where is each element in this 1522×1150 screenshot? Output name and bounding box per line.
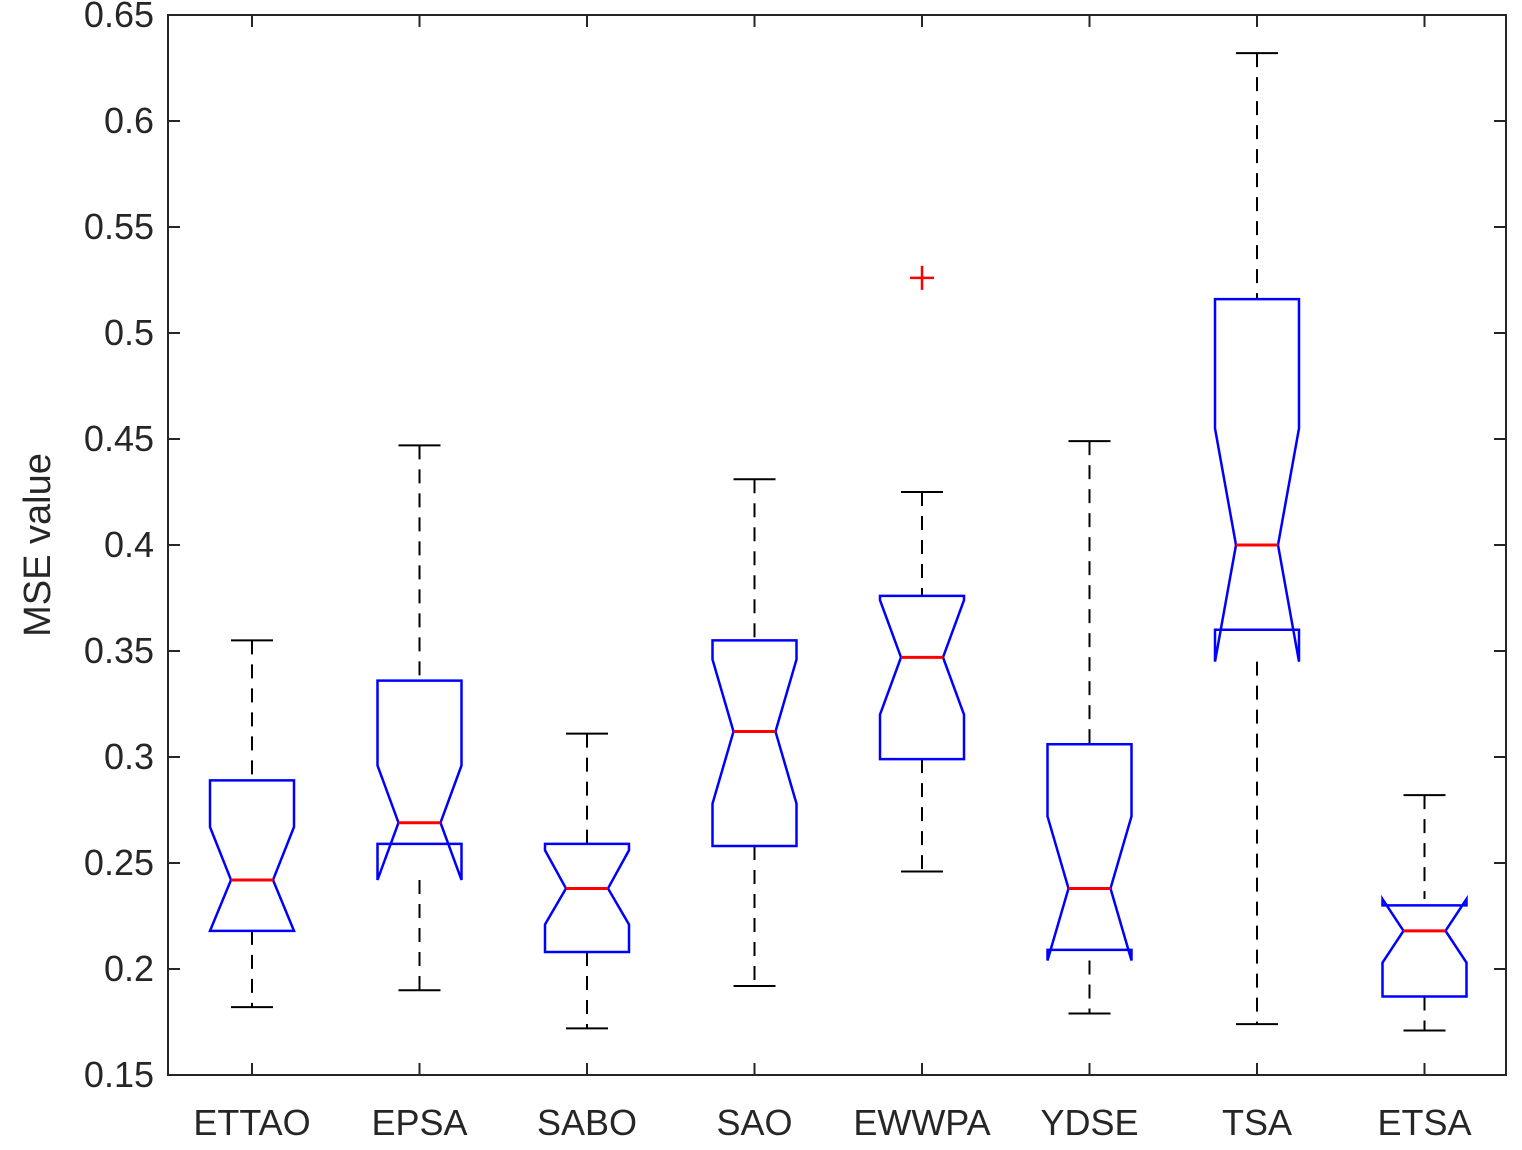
box-group-ettao [208, 639, 296, 1009]
box-body [878, 594, 966, 761]
box-group-sao [711, 478, 798, 987]
box-body [1213, 297, 1301, 662]
y-tick-label: 0.55 [84, 206, 154, 247]
y-tick-label: 0.6 [104, 100, 154, 141]
x-tick-label: SABO [537, 1102, 637, 1143]
box-group-tsa [1213, 52, 1301, 1026]
outlier-marker [910, 265, 934, 290]
box-body [711, 639, 798, 848]
box-group-ewwpa [878, 265, 966, 873]
x-tick-label: YDSE [1040, 1102, 1138, 1143]
x-tick-label: SAO [716, 1102, 792, 1143]
y-tick-label: 0.2 [104, 948, 154, 989]
y-tick-label: 0.5 [104, 312, 154, 353]
y-tick-label: 0.15 [84, 1054, 154, 1095]
box-group-sabo [543, 732, 631, 1030]
box-group-epsa [376, 444, 463, 992]
box-group-ydse [1046, 440, 1133, 1015]
box-body [1046, 743, 1133, 961]
y-tick-label: 0.45 [84, 418, 154, 459]
x-tick-label: TSA [1222, 1102, 1292, 1143]
y-tick-label: 0.65 [84, 0, 154, 35]
ticks-layer: 0.15 0.2 0.25 0.3 0.35 0.4 0.45 0.5 0.55 0.6 0.65 E… [84, 0, 1506, 1143]
y-tick-label: 0.25 [84, 842, 154, 883]
axes-frame [167, 14, 1507, 1076]
box-body [543, 842, 631, 954]
x-tick-label: ETTAO [193, 1102, 310, 1143]
x-tick-label: EPSA [371, 1102, 467, 1143]
boxes-layer [208, 52, 1468, 1032]
y-tick-label: 0.3 [104, 736, 154, 777]
x-tick-label: EWWPA [853, 1102, 990, 1143]
y-tick-label: 0.4 [104, 524, 154, 565]
box-body [208, 779, 296, 933]
y-tick-label: 0.35 [84, 630, 154, 671]
box-body [376, 679, 463, 881]
box-body [1381, 894, 1468, 998]
x-tick-label: ETSA [1377, 1102, 1471, 1143]
box-group-etsa [1381, 794, 1468, 1032]
y-axis-label: MSE value [17, 453, 59, 637]
